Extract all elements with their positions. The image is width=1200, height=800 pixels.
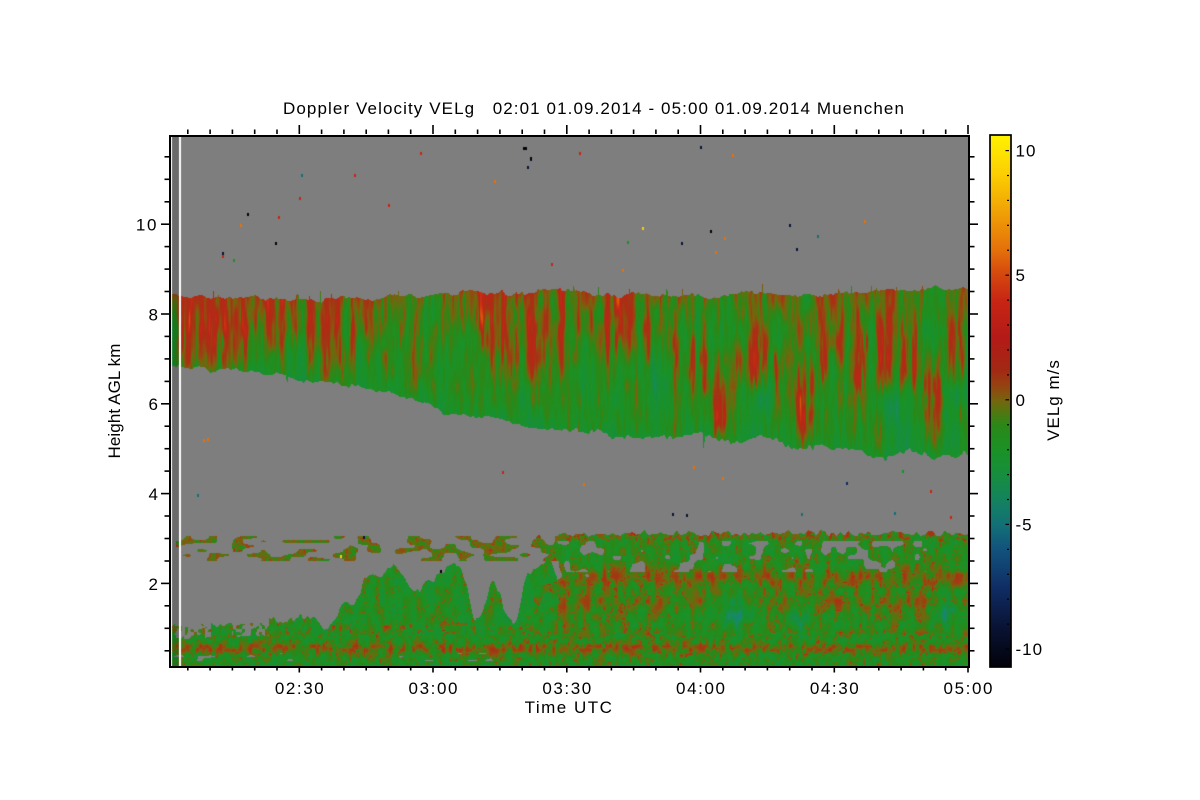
svg-text:-10: -10 (1016, 640, 1044, 659)
svg-text:0: 0 (1016, 391, 1026, 410)
svg-text:2: 2 (149, 575, 158, 594)
svg-text:Time UTC: Time UTC (525, 698, 614, 717)
svg-text:02:30: 02:30 (275, 679, 326, 698)
svg-text:03:00: 03:00 (409, 679, 460, 698)
svg-text:10: 10 (136, 216, 158, 235)
svg-text:8: 8 (149, 305, 158, 324)
svg-text:4: 4 (149, 485, 158, 504)
svg-text:10: 10 (1016, 142, 1037, 161)
svg-text:6: 6 (149, 395, 158, 414)
svg-text:5: 5 (1016, 266, 1026, 285)
svg-text:Height AGL km: Height AGL km (105, 344, 124, 459)
svg-text:VELg m/s: VELg m/s (1044, 359, 1063, 441)
svg-text:04:00: 04:00 (676, 679, 727, 698)
svg-text:-5: -5 (1016, 515, 1033, 534)
svg-text:Doppler Velocity VELg 02:01: Doppler Velocity VELg 02:01 01.09.2014 -… (283, 99, 905, 118)
svg-text:04:30: 04:30 (810, 679, 861, 698)
svg-text:05:00: 05:00 (944, 679, 995, 698)
svg-text:03:30: 03:30 (542, 679, 593, 698)
